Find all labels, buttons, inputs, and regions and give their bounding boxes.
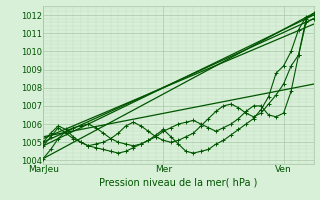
X-axis label: Pression niveau de la mer( hPa ): Pression niveau de la mer( hPa ) [99, 177, 258, 187]
